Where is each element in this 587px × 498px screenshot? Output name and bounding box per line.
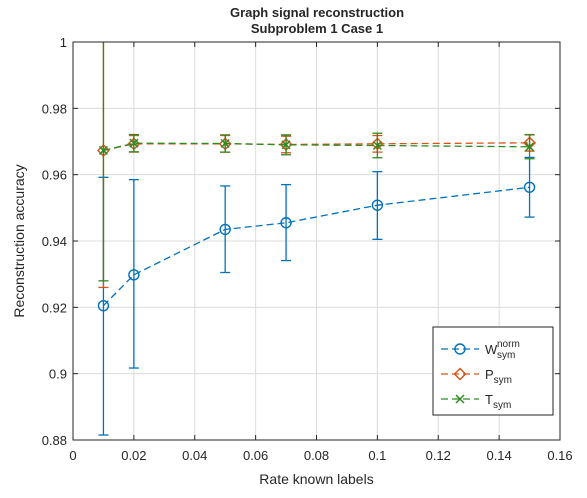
data-point-marker	[219, 223, 231, 236]
x-tick-label: 0.14	[486, 448, 511, 463]
error-bar	[98, 42, 109, 282]
legend-label-name: P	[485, 367, 494, 382]
legend-label-subscript: sym	[497, 350, 515, 361]
data-point-marker	[525, 142, 535, 152]
error-bar	[128, 178, 139, 369]
data-point-marker	[280, 217, 292, 229]
data-point-marker	[372, 140, 382, 151]
data-point-marker	[129, 138, 139, 148]
data-point-marker	[128, 269, 140, 281]
legend-label-name: T	[485, 392, 493, 407]
chart-title-line-1: Graph signal reconstruction	[230, 5, 404, 20]
y-tick-label: 0.96	[42, 168, 67, 183]
y-tick-label: 0.94	[42, 234, 67, 249]
legend-entry: Wnorm sym	[441, 339, 520, 361]
legend-label: Tsym	[485, 392, 511, 411]
error-bar	[281, 183, 292, 262]
error-bar	[524, 156, 535, 218]
series-W-group	[97, 156, 536, 436]
y-axis-label: Reconstruction accuracy	[11, 164, 27, 317]
x-tick-label: 0.1	[368, 448, 386, 463]
data-point-marker	[98, 145, 108, 155]
y-tick-label: 0.88	[42, 433, 67, 448]
legend-label: Psym	[485, 367, 512, 386]
chart-title-line-2: Subproblem 1 Case 1	[251, 21, 383, 36]
legend-label-subscript: sym	[493, 400, 511, 411]
legend-label: Wnorm sym	[485, 339, 520, 361]
data-point-marker	[523, 181, 536, 193]
y-tick-label: 1	[60, 35, 67, 50]
grid	[72, 41, 561, 441]
data-point-marker	[220, 138, 230, 149]
legend-label-subscript: sym	[494, 375, 512, 386]
legend-entry: Tsym	[441, 392, 511, 411]
y-tick-label: 0.98	[42, 101, 67, 116]
data-point-marker	[97, 299, 110, 312]
x-tick-label: 0.06	[243, 448, 268, 463]
series-line	[103, 142, 530, 152]
series-layer	[96, 42, 537, 436]
error-bar	[372, 171, 383, 240]
legend-label-name: W	[485, 342, 498, 357]
series-T-group	[98, 42, 535, 282]
legend-entry: Psym	[441, 367, 512, 386]
x-tick-label: 0	[69, 448, 76, 463]
y-tick-label: 0.92	[42, 300, 67, 315]
data-point-marker	[455, 394, 465, 404]
legend-box	[432, 326, 554, 416]
chart-title: Graph signal reconstruction Subproblem 1…	[230, 5, 404, 36]
y-tick-label: 0.9	[49, 367, 67, 382]
x-tick-label: 0.08	[304, 448, 329, 463]
data-point-marker	[281, 140, 291, 150]
x-tick-label: 0.12	[426, 448, 451, 463]
data-point-marker	[454, 343, 466, 355]
data-point-marker	[371, 199, 384, 211]
axis-ticks: 0 0.02 0.04 0.06 0.08 0.1 0.12 0.14 0.16 0.88 0.9 0…	[42, 35, 573, 463]
data-point-marker	[453, 367, 467, 381]
x-axis-label: Rate known labels	[259, 471, 373, 487]
x-tick-label: 0.02	[121, 448, 146, 463]
x-tick-label: 0.16	[547, 448, 572, 463]
series-line	[102, 186, 530, 307]
legend-label-superscript: norm	[497, 339, 520, 350]
error-bar	[220, 185, 231, 274]
x-tick-label: 0.04	[182, 448, 207, 463]
